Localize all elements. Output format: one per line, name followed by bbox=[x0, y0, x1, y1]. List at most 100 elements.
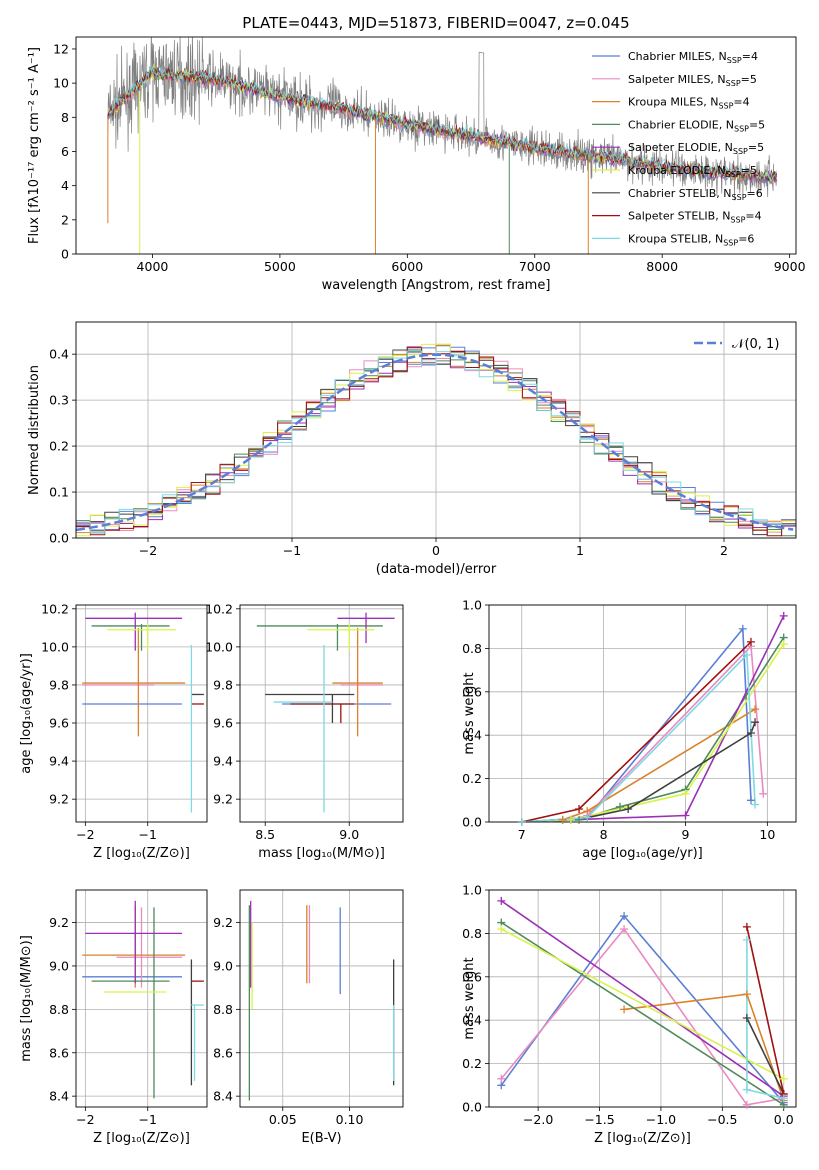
x-tick-label: −1 bbox=[139, 1112, 157, 1127]
y-tick-label: 0.2 bbox=[462, 1056, 482, 1071]
mass-weight-line-1 bbox=[500, 927, 784, 1106]
y-tick-label: 0.4 bbox=[49, 347, 69, 362]
y-tick-label: 8 bbox=[61, 110, 69, 125]
legend-entry: Salpeter STELIB, NSSP=4 bbox=[628, 210, 762, 225]
axes-3: 8.5 9.0 9.2 9.4 9.6 9.8 10.0 10.2 mass [log₁₀(M/… bbox=[205, 601, 404, 861]
x-tick-label: 0.0 bbox=[774, 1112, 794, 1127]
legend-entry: Kroupa ELODIE, NSSP=5 bbox=[628, 164, 757, 179]
legend-entry: Kroupa STELIB, NSSP=6 bbox=[628, 232, 754, 247]
x-tick-label: 0.05 bbox=[269, 1112, 297, 1127]
y-tick-label: 8.6 bbox=[213, 1045, 233, 1060]
x-tick-label: 10 bbox=[759, 827, 775, 842]
axes-6: 0.05 0.10 8.4 8.6 8.8 9.0 9.2 E(B-V) bbox=[213, 889, 404, 1146]
y-tick-label: 9.4 bbox=[49, 754, 69, 769]
y-tick-label: 0.8 bbox=[462, 641, 482, 656]
plot-area bbox=[256, 612, 395, 813]
mass-weight-line-5 bbox=[500, 928, 785, 1080]
y-tick-label: 0.4 bbox=[462, 1013, 482, 1028]
mass-weight-marker bbox=[742, 935, 751, 944]
legend-entry: Chabrier MILES, NSSP=4 bbox=[628, 50, 758, 65]
mass-weight-marker bbox=[738, 624, 747, 633]
y-tick-label: 0.1 bbox=[49, 485, 69, 500]
y-tick-label: 8.8 bbox=[49, 1002, 69, 1017]
plot-area bbox=[521, 615, 785, 822]
mass-weight-marker bbox=[575, 815, 584, 824]
axes-4: 7 8 9 10 0.0 0.2 0.4 0.6 0.8 1.0 age [log₁₀(age/yr… bbox=[462, 598, 797, 861]
mass-weight-marker bbox=[759, 789, 768, 798]
mass-weight-marker bbox=[497, 925, 506, 934]
x-tick-label: 8 bbox=[600, 827, 608, 842]
x-tick-label: −2 bbox=[76, 827, 94, 842]
y-tick-label: 9.4 bbox=[213, 754, 233, 769]
x-tick-label: 7 bbox=[518, 827, 526, 842]
y-tick-label: 0 bbox=[61, 247, 69, 262]
x-axis-label: (data-model)/error bbox=[376, 562, 497, 577]
mass-weight-marker bbox=[558, 815, 567, 824]
mass-weight-line-0 bbox=[500, 914, 785, 1104]
y-tick-label: 0.6 bbox=[462, 969, 482, 984]
gridlines bbox=[76, 890, 207, 1107]
legend-entry: Chabrier ELODIE, NSSP=5 bbox=[628, 118, 765, 133]
y-tick-label: 4 bbox=[61, 178, 69, 193]
y-tick-label: 9.2 bbox=[213, 915, 233, 930]
plot-area bbox=[82, 900, 204, 1099]
mass-weight-marker bbox=[742, 1085, 751, 1094]
mass-weight-marker bbox=[751, 705, 760, 714]
x-axis-label: Z [log₁₀(Z/Z⊙)] bbox=[93, 846, 190, 861]
x-tick-label: −1.0 bbox=[646, 1112, 676, 1127]
axes-7: −2.0 −1.5 −1.0 −0.5 0.0 0.0 0.2 0.4 0.6 0.8 1.0 Z [… bbox=[462, 883, 797, 1146]
y-tick-label: 9.0 bbox=[49, 958, 69, 973]
x-tick-label: −2 bbox=[76, 1112, 94, 1127]
plot-area bbox=[107, 37, 778, 254]
mass-weight-marker bbox=[583, 813, 592, 822]
axes-frame bbox=[75, 889, 208, 1108]
residual-histogram-2 bbox=[76, 344, 796, 534]
y-tick-label: 0.0 bbox=[462, 815, 482, 830]
mass-weight-marker bbox=[517, 818, 526, 826]
x-axis-label: wavelength [Angstrom, rest frame] bbox=[322, 278, 551, 293]
x-tick-label: 0.10 bbox=[336, 1112, 364, 1127]
y-tick-label: 0.0 bbox=[49, 531, 69, 546]
normal-curve bbox=[76, 353, 794, 532]
x-tick-label: 5000 bbox=[264, 259, 296, 274]
x-tick-label: −2.0 bbox=[523, 1112, 553, 1127]
mass-weight-marker bbox=[497, 896, 506, 905]
mass-weight-marker bbox=[751, 800, 760, 809]
axes-frame bbox=[239, 889, 404, 1108]
legend-entry: Chabrier STELIB, NSSP=6 bbox=[628, 187, 763, 202]
y-tick-label: 8.8 bbox=[213, 1002, 233, 1017]
axes-frame bbox=[75, 36, 797, 255]
mass-weight-marker bbox=[746, 637, 755, 646]
y-axis-label: Normed distribution bbox=[27, 365, 42, 495]
gridlines bbox=[240, 605, 403, 822]
legend-entry: Kroupa MILES, NSSP=4 bbox=[628, 96, 750, 111]
legend-entry: Salpeter ELODIE, NSSP=5 bbox=[628, 141, 764, 156]
y-tick-label: 9.2 bbox=[49, 915, 69, 930]
mass-weight-line-1 bbox=[521, 644, 765, 822]
y-tick-label: 8.4 bbox=[49, 1089, 69, 1104]
y-tick-label: 0.8 bbox=[462, 926, 482, 941]
mass-weight-marker bbox=[742, 990, 751, 999]
mass-weight-marker bbox=[620, 1005, 629, 1014]
y-tick-label: 10.2 bbox=[205, 601, 233, 616]
x-axis-label: Z [log₁₀(Z/Z⊙)] bbox=[93, 1131, 190, 1146]
y-tick-label: 0.0 bbox=[462, 1100, 482, 1115]
y-tick-label: 0.6 bbox=[462, 684, 482, 699]
y-tick-label: 9.8 bbox=[49, 677, 69, 692]
x-tick-label: 7000 bbox=[519, 259, 551, 274]
axes-frame bbox=[75, 604, 208, 823]
y-tick-label: 1.0 bbox=[462, 598, 482, 613]
mass-weight-line-4 bbox=[500, 900, 785, 1097]
y-axis-label: age [log₁₀(age/yr)] bbox=[19, 653, 34, 774]
mass-weight-marker bbox=[746, 729, 755, 738]
mass-weight-line-3 bbox=[500, 921, 785, 1106]
y-tick-label: 9.0 bbox=[213, 958, 233, 973]
legend: Chabrier MILES, NSSP=4 Salpeter MILES, NS… bbox=[592, 50, 765, 247]
y-tick-label: 0.2 bbox=[462, 771, 482, 786]
plot-area bbox=[76, 343, 796, 537]
axes-2: −2 −1 9.2 9.4 9.6 9.8 10.0 10.2 Z [log₁₀(Z/Z⊙)] a… bbox=[19, 601, 208, 861]
y-axis-label: mass weight bbox=[462, 672, 477, 754]
mass-weight-marker bbox=[742, 922, 751, 931]
gridlines bbox=[240, 890, 403, 1107]
